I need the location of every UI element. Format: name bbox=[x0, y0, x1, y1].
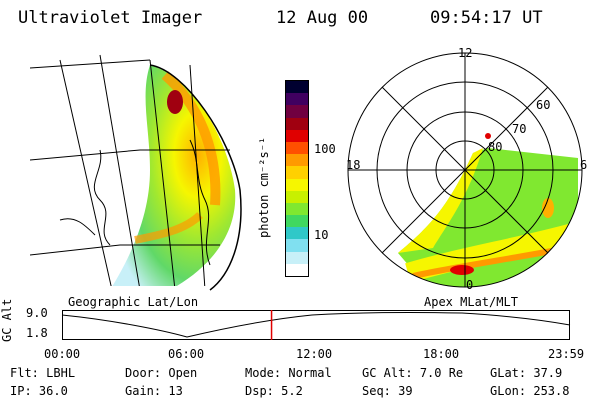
time-label: 09:54:17 UT bbox=[430, 8, 543, 28]
mlt-label-18: 18 bbox=[346, 158, 361, 172]
timeline-xtick-2359: 23:59 bbox=[548, 347, 585, 361]
mlt-label-6: 6 bbox=[580, 158, 588, 172]
timeline-ytick-min: 1.8 bbox=[26, 326, 48, 340]
info-ip: IP: 36.0 bbox=[10, 384, 68, 398]
timeline-ylabel: GC Alt bbox=[0, 298, 14, 342]
geographic-map bbox=[30, 54, 242, 291]
info-flt: Flt: LBHL bbox=[10, 366, 76, 380]
altitude-timeline bbox=[61, 310, 571, 340]
timeline-xtick-0000: 00:00 bbox=[44, 347, 81, 361]
colorbar-segment bbox=[286, 105, 308, 118]
colorbar-segment bbox=[286, 202, 308, 216]
timeline-xtick-1800: 18:00 bbox=[423, 347, 460, 361]
timeline-ytick-max: 9.0 bbox=[26, 306, 48, 320]
mlt-label-0: 0 bbox=[466, 278, 474, 292]
geo-panel-label: Geographic Lat/Lon bbox=[68, 295, 199, 309]
colorbar-segment bbox=[286, 251, 308, 264]
info-mode: Mode: Normal bbox=[245, 366, 332, 380]
mlat-label-80: 80 bbox=[488, 140, 503, 154]
colorbar bbox=[285, 80, 309, 277]
colorbar-segment bbox=[286, 190, 308, 203]
info-glon: GLon: 253.8 bbox=[490, 384, 570, 398]
mlt-label-12: 12 bbox=[458, 46, 473, 60]
timeline-xtick-0600: 06:00 bbox=[168, 347, 205, 361]
colorbar-segment bbox=[286, 178, 308, 191]
timeline-xtick-1200: 12:00 bbox=[296, 347, 333, 361]
polar-plot bbox=[347, 52, 583, 288]
mlat-label-70: 70 bbox=[512, 122, 527, 136]
altitude-curve bbox=[61, 311, 571, 338]
info-door: Door: Open bbox=[125, 366, 198, 380]
info-glat: GLat: 37.9 bbox=[490, 366, 563, 380]
colorbar-segment bbox=[286, 239, 308, 252]
colorbar-tick-10: 10 bbox=[314, 228, 329, 242]
colorbar-segment bbox=[286, 215, 308, 228]
info-gain: Gain: 13 bbox=[125, 384, 183, 398]
colorbar-unit-label: photon cm⁻²s⁻¹ bbox=[257, 136, 271, 238]
info-dsp: Dsp: 5.2 bbox=[245, 384, 303, 398]
mlat-label-60: 60 bbox=[536, 98, 551, 112]
colorbar-segment bbox=[286, 141, 308, 155]
colorbar-segment bbox=[286, 263, 308, 276]
date-label: 12 Aug 00 bbox=[276, 8, 369, 28]
colorbar-segment bbox=[286, 154, 308, 167]
instrument-title: Ultraviolet Imager bbox=[18, 8, 203, 28]
colorbar-segment bbox=[286, 129, 308, 142]
polar-panel-label: Apex MLat/MLT bbox=[424, 295, 518, 309]
colorbar-segment bbox=[286, 117, 308, 130]
info-gc-alt: GC Alt: 7.0 Re bbox=[362, 366, 464, 380]
colorbar-segment bbox=[286, 93, 308, 106]
colorbar-tick-100: 100 bbox=[314, 142, 336, 156]
colorbar-segment bbox=[286, 166, 308, 179]
colorbar-segment bbox=[286, 81, 308, 94]
info-seq: Seq: 39 bbox=[362, 384, 413, 398]
colorbar-segment bbox=[286, 227, 308, 240]
